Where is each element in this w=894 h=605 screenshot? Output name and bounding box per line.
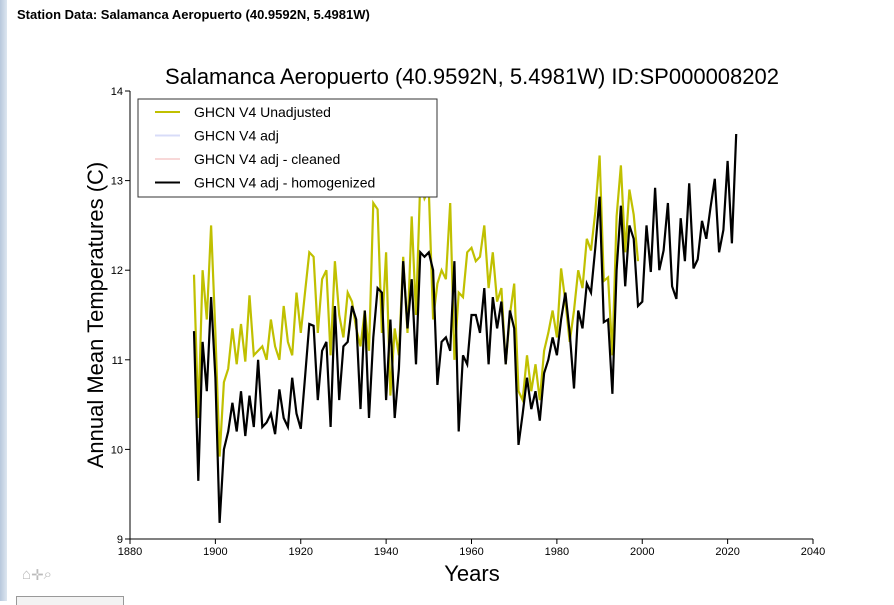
page-title: Station Data: Salamanca Aeropuerto (40.9… [17, 7, 370, 22]
zoom-icon[interactable]: ⌕ [43, 566, 53, 583]
legend-box [137, 98, 438, 198]
legend-label: GHCN V4 adj - cleaned [194, 151, 340, 167]
home-icon[interactable]: ⌂ [22, 566, 32, 583]
chart-title: Salamanca Aeropuerto (40.9592N, 5.4981W)… [165, 64, 779, 89]
x-tick-label: 1920 [289, 546, 313, 558]
x-axis-label: Years [444, 561, 499, 586]
y-tick-label: 9 [117, 534, 123, 546]
legend-label: GHCN V4 adj [194, 128, 279, 144]
y-tick-label: 12 [111, 265, 123, 277]
x-tick-label: 2040 [801, 546, 825, 558]
x-tick-label: 1940 [374, 546, 398, 558]
x-tick-label: 1880 [118, 546, 142, 558]
x-tick-label: 2000 [630, 546, 654, 558]
plot-toolbar: ⌂ ✛ ⌕ [22, 566, 52, 584]
x-tick-label: 1980 [545, 546, 569, 558]
y-tick-label: 10 [111, 444, 123, 456]
x-tick-label: 2020 [715, 546, 739, 558]
legend-label: GHCN V4 Unadjusted [194, 104, 331, 120]
pan-icon[interactable]: ✛ [31, 567, 44, 584]
y-tick-label: 13 [111, 176, 123, 188]
series-layer [192, 133, 738, 523]
series-line-ghcn-v4-unadjusted [192, 155, 640, 457]
x-tick-label: 1900 [203, 546, 227, 558]
y-tick-label: 14 [111, 86, 123, 98]
axes: 9 10 11 12 13 14 1880 1900 1920 1940 1960 1980 2000 2… [111, 86, 825, 558]
legend-label: GHCN V4 adj - homogenized [194, 175, 375, 191]
left-window-edge [0, 0, 7, 601]
x-tick-label: 1960 [459, 546, 483, 558]
series-line-ghcn-v4-adj-homogenized [192, 133, 738, 523]
y-tick-label: 11 [112, 355, 123, 367]
y-axis-label: Annual Mean Temperatures (C) [83, 162, 108, 469]
legend: GHCN V4 Unadjusted GHCN V4 adj GHCN V4 adj… [137, 98, 438, 198]
